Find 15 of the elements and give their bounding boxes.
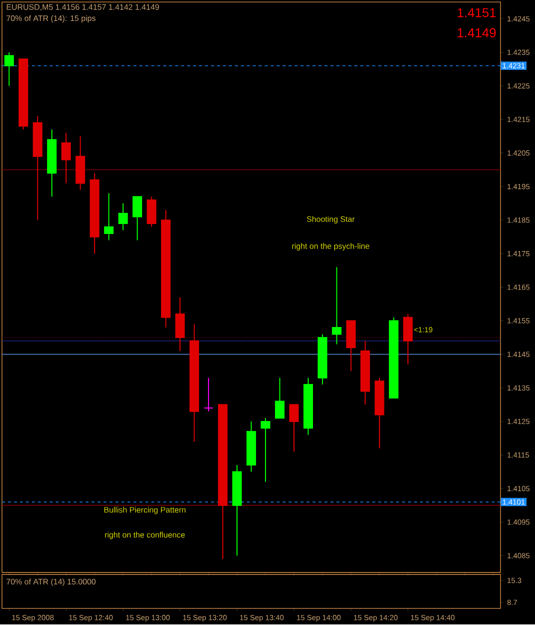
candlestick <box>175 296 185 352</box>
candlestick <box>260 418 270 482</box>
candlestick <box>118 202 128 231</box>
candlestick <box>204 377 214 412</box>
candlestick <box>288 404 299 452</box>
candlestick <box>4 52 14 86</box>
annotation: 1.4151 <box>457 8 496 18</box>
candlestick <box>274 377 284 419</box>
candlestick <box>146 196 156 228</box>
candlestick <box>132 196 142 241</box>
candlestick <box>402 314 412 365</box>
candlestick <box>332 266 342 345</box>
candlestick <box>104 192 114 241</box>
candlestick <box>61 132 71 184</box>
annotation: 1.4149 <box>457 28 496 38</box>
